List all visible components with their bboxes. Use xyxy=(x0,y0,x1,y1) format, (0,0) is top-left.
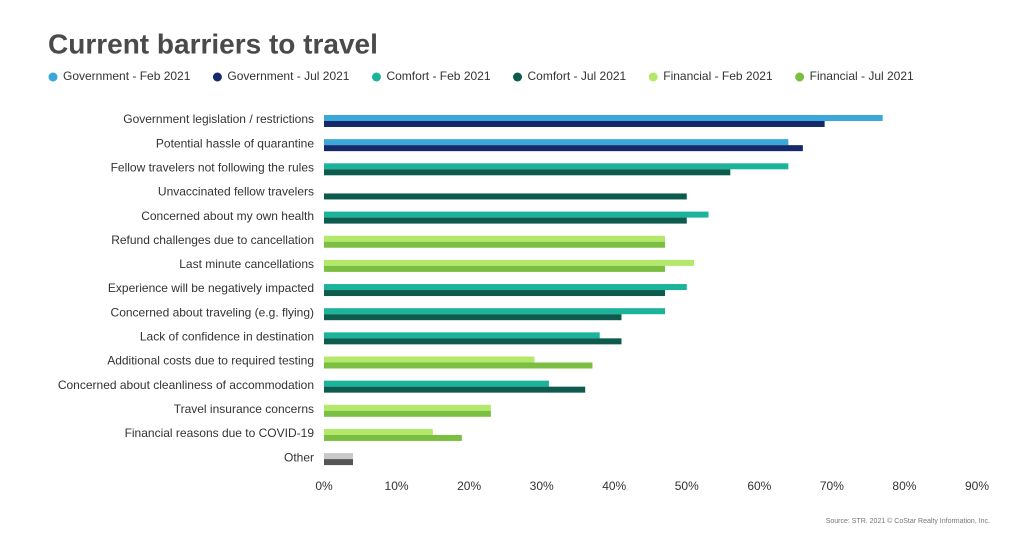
y-tick-label: Concerned about cleanliness of accommoda… xyxy=(58,378,314,392)
y-tick-label: Lack of confidence in destination xyxy=(140,330,314,344)
legend-marker xyxy=(48,72,58,82)
legend-marker xyxy=(795,72,805,82)
bar xyxy=(324,241,666,248)
bar xyxy=(324,259,695,266)
legend-label: Government - Feb 2021 xyxy=(63,69,191,83)
x-tick-label: 60% xyxy=(747,479,771,493)
y-tick-label: Government legislation / restrictions xyxy=(123,112,314,126)
y-tick-label: Refund challenges due to cancellation xyxy=(111,233,314,247)
bar xyxy=(324,428,433,435)
source: Source: STR. 2021 © CoStar Realty Inform… xyxy=(826,517,990,525)
bar xyxy=(324,386,586,393)
bar xyxy=(324,380,549,387)
y-tick-label: Other xyxy=(284,450,314,464)
bar xyxy=(324,265,666,272)
x-tick-label: 50% xyxy=(675,479,699,493)
legend-marker xyxy=(371,72,381,82)
chart-title: Current barriers to travel xyxy=(48,28,378,59)
y-tick-label: Concerned about my own health xyxy=(141,209,314,223)
legend-label: Comfort - Feb 2021 xyxy=(386,69,490,83)
bar xyxy=(324,193,687,200)
legend-label: Financial - Feb 2021 xyxy=(663,69,773,83)
bar xyxy=(324,314,622,321)
y-tick-label: Potential hassle of quarantine xyxy=(156,136,314,150)
bar xyxy=(324,453,354,460)
x-tick-label: 40% xyxy=(602,479,626,493)
y-tick-label: Unvaccinated fellow travelers xyxy=(158,185,314,199)
bar xyxy=(324,356,535,363)
bar xyxy=(324,284,687,291)
x-tick-label: 70% xyxy=(820,479,844,493)
bar xyxy=(324,434,462,441)
legend-marker xyxy=(212,72,222,82)
bar xyxy=(324,115,883,121)
bar xyxy=(324,211,709,218)
y-tick-label: Last minute cancellations xyxy=(179,257,314,271)
y-tick-label: Travel insurance concerns xyxy=(174,402,314,416)
bar xyxy=(324,121,825,127)
bar xyxy=(324,145,803,152)
legend-label: Government - Jul 2021 xyxy=(227,69,349,83)
legend-marker xyxy=(648,72,658,82)
y-tick-label: Experience will be negatively impacted xyxy=(108,281,314,295)
bar xyxy=(324,163,789,170)
bar xyxy=(324,290,666,297)
bar xyxy=(324,459,354,466)
bar xyxy=(324,332,600,339)
x-tick-label: 90% xyxy=(965,479,989,493)
y-tick-label: Additional costs due to required testing xyxy=(107,354,314,368)
bar xyxy=(324,338,622,345)
bar xyxy=(324,404,491,411)
x-tick-label: 0% xyxy=(315,479,333,493)
bar xyxy=(324,217,687,224)
bar xyxy=(324,169,731,176)
x-tick-label: 20% xyxy=(457,479,481,493)
y-tick-label: Fellow travelers not following the rules xyxy=(111,160,314,174)
y-tick-label: Financial reasons due to COVID-19 xyxy=(125,426,315,440)
bar xyxy=(324,362,593,369)
y-tick-label: Concerned about traveling (e.g. flying) xyxy=(111,305,314,319)
legend-label: Financial - Jul 2021 xyxy=(810,69,914,83)
x-tick-label: 10% xyxy=(385,479,409,493)
bar xyxy=(324,308,666,315)
bar xyxy=(324,235,666,242)
bar xyxy=(324,139,789,146)
legend-label: Comfort - Jul 2021 xyxy=(528,69,627,83)
x-tick-label: 80% xyxy=(892,479,916,493)
legend-marker xyxy=(513,72,523,82)
bar xyxy=(324,410,491,417)
x-tick-label: 30% xyxy=(530,479,554,493)
